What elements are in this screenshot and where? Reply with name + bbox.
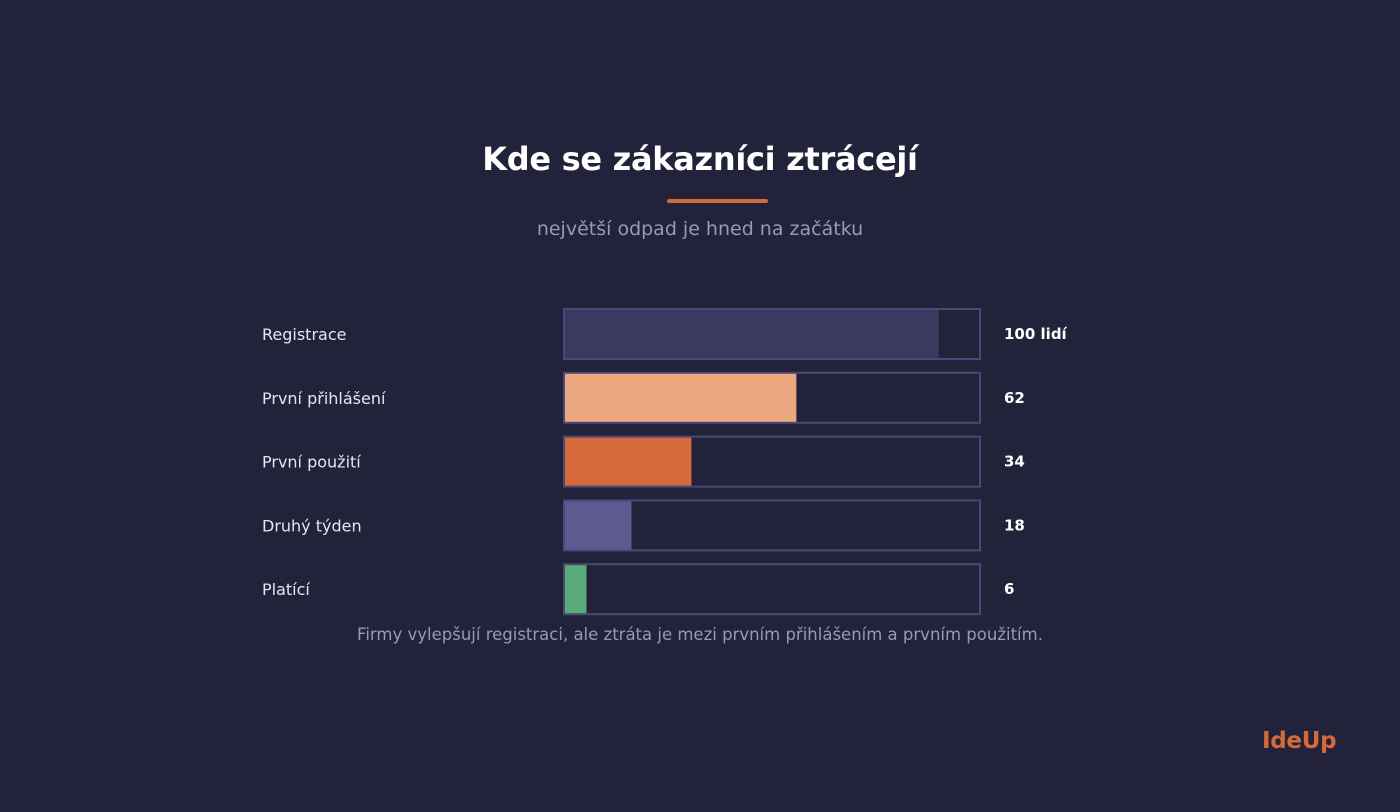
bar-row: Platící 6 <box>262 563 1014 616</box>
bar-1 <box>564 309 939 359</box>
bar-track <box>563 499 981 552</box>
ideup-logo: IdeUp <box>1262 728 1337 754</box>
value-label: 100 lidí <box>1004 325 1068 343</box>
category-label: Registrace <box>262 325 346 344</box>
title-underline <box>667 199 768 203</box>
bar-2 <box>564 372 797 423</box>
bar-3 <box>564 436 692 487</box>
value-label: 18 <box>1004 516 1025 534</box>
category-label: Druhý týden <box>262 516 362 535</box>
bar-track <box>563 371 981 424</box>
bar-4 <box>564 500 632 551</box>
category-label: Platící <box>262 580 310 599</box>
bar-row: První přihlášení 62 <box>262 371 1025 424</box>
chart-subtitle: největší odpad je hned na začátku <box>536 218 864 240</box>
chart-footnote: Firmy vylepšují registraci, ale ztráta j… <box>357 625 1043 644</box>
bar-track <box>563 308 981 360</box>
category-label: První použití <box>262 453 361 472</box>
value-label: 62 <box>1004 389 1025 407</box>
bar-row: Druhý týden 18 <box>262 499 1025 552</box>
bar-track <box>563 563 981 616</box>
value-label: 34 <box>1004 453 1025 471</box>
bar-row: První použití 34 <box>262 435 1025 488</box>
value-label: 6 <box>1004 580 1014 598</box>
bar-track <box>563 435 981 488</box>
category-label: První přihlášení <box>262 389 386 408</box>
bar-5 <box>564 564 587 615</box>
bar-row: Registrace 100 lidí <box>262 308 1068 360</box>
chart-title: Kde se zákazníci ztrácejí <box>482 140 918 178</box>
